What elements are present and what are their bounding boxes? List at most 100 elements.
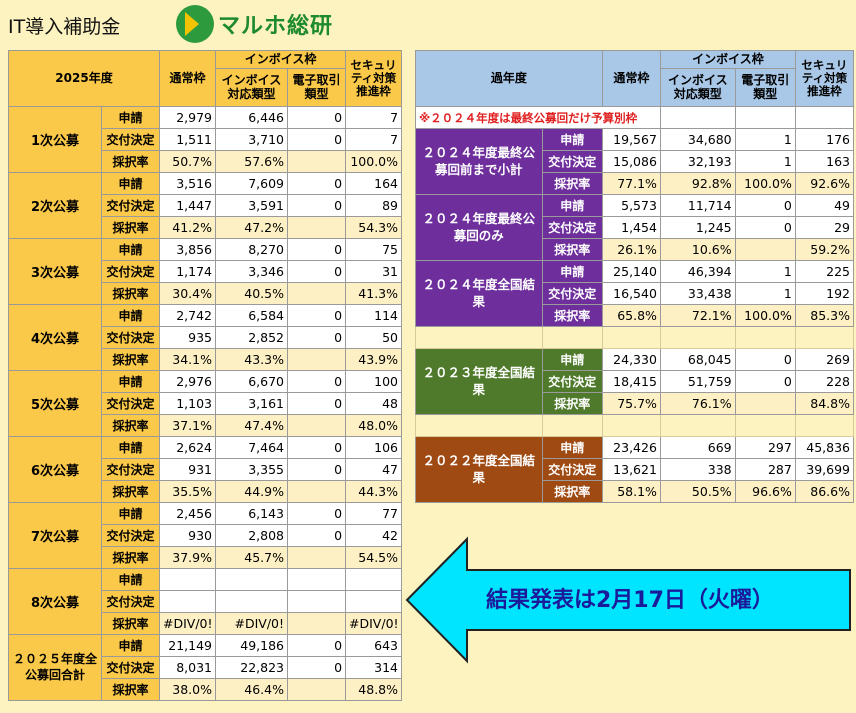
row-label-grant: 交付決定 [101,128,160,151]
table-row: 交付決定 1,103 3,161 0 48 [9,392,403,415]
cell-rate: 46.4% [215,678,288,701]
cell-apply: 11,714 [659,194,736,217]
cell-grant: 89 [345,194,403,217]
empty-cell [601,326,661,349]
cell-rate: 44.9% [215,480,288,503]
cell-apply [286,568,347,591]
table-row: 採択率 41.2% 47.2% 54.3% [9,216,403,239]
cell-apply: 2,979 [159,106,216,129]
table-row: 採択率 26.1% 10.6% 59.2% [416,238,855,261]
cell-grant: 33,438 [659,282,736,305]
table-row: 交付決定 1,511 3,710 0 7 [9,128,403,151]
cell-apply: 25,140 [601,260,661,283]
cell-rate [286,612,347,635]
empty-cell [794,326,855,349]
row-label-grant: 交付決定 [541,370,603,393]
cell-rate: 47.4% [215,414,288,437]
cell-grant: 31 [345,260,403,283]
cell-apply: 0 [286,304,347,327]
cell-grant: 29 [794,216,855,239]
cell-grant: 1,245 [659,216,736,239]
past-col-tsujo: 通常枠 [601,50,661,107]
cell-rate: 45.7% [215,546,288,569]
cell-rate: 84.8% [794,392,855,415]
row-label-rate: 採択率 [541,238,603,261]
cell-rate: 86.6% [794,480,855,503]
cell-grant [286,590,347,613]
table-row: 交付決定 13,621 338 287 39,699 [416,458,855,481]
table-row: 採択率 30.4% 40.5% 41.3% [9,282,403,305]
empty-cell [415,414,543,437]
table-row: 6次公募 申請 2,624 7,464 0 106 [8,436,403,503]
cell-apply: 0 [286,106,347,129]
cell-grant [345,590,403,613]
cell-apply: 2,456 [159,502,216,525]
cell-rate: 76.1% [659,392,736,415]
cell-rate: 65.8% [601,304,661,327]
empty-cell [601,414,661,437]
cell-grant: 0 [286,128,347,151]
cell-rate [286,546,347,569]
cell-rate: 92.8% [659,172,736,195]
cell-grant: 15,086 [601,150,661,173]
cell-grant: 7 [345,128,403,151]
cell-apply: 176 [794,128,855,151]
cell-apply [345,568,403,591]
right-body: ※２０２４年度は最終公募回だけ予算別枠 ２０２４年度最終公募回前まで小計 申請 19,… [415,106,855,503]
round-name: 7次公募 [8,502,102,569]
cell-grant: 8,031 [159,656,216,679]
round-name: 4次公募 [8,304,102,371]
cell-rate: 40.5% [215,282,288,305]
row-label-apply: 申請 [101,568,160,591]
cell-grant: 13,621 [601,458,661,481]
row-label-rate: 採択率 [101,348,160,371]
cell-rate: 92.6% [794,172,855,195]
table-row: 交付決定 18,415 51,759 0 228 [416,370,855,393]
row-label-grant: 交付決定 [101,590,160,613]
cell-rate [286,282,347,305]
cell-grant: 0 [286,392,347,415]
table-2025: 2025年度 通常枠 インボイス枠 セキュリティ対策推進枠 インボイス対応類型 … [8,50,403,701]
table-row: 7次公募 申請 2,456 6,143 0 77 [8,502,403,569]
blank-cell [794,106,855,129]
cell-grant: 47 [345,458,403,481]
table-row: 採択率 #DIV/0! #DIV/0! #DIV/0! [9,612,403,635]
cell-apply: 297 [734,436,796,459]
cell-grant: 51,759 [659,370,736,393]
cell-apply: 19,567 [601,128,661,151]
cell-rate: 47.2% [215,216,288,239]
round-name: 1次公募 [8,106,102,173]
cell-apply: 34,680 [659,128,736,151]
cell-apply: 6,584 [215,304,288,327]
cell-rate: 41.2% [159,216,216,239]
cell-apply: 114 [345,304,403,327]
cell-apply: 45,836 [794,436,855,459]
empty-cell [541,326,603,349]
cell-apply: 3,856 [159,238,216,261]
cell-grant: 1 [734,282,796,305]
row-label-rate: 採択率 [101,480,160,503]
cell-grant: 39,699 [794,458,855,481]
cell-apply: 100 [345,370,403,393]
cell-grant: 3,591 [215,194,288,217]
cell-apply: 164 [345,172,403,195]
cell-apply: 24,330 [601,348,661,371]
past-col-invoice: インボイス対応類型 [659,68,736,107]
table-row: 採択率 65.8% 72.1% 100.0% 85.3% [416,304,855,327]
row-label-grant: 交付決定 [541,282,603,305]
cell-grant: 1,511 [159,128,216,151]
row-label-apply: 申請 [101,172,160,195]
table-row: 8次公募 申請 [8,568,403,635]
empty-cell [659,326,736,349]
cell-grant: 32,193 [659,150,736,173]
cell-rate: 50.5% [659,480,736,503]
table-row: 交付決定 15,086 32,193 1 163 [416,150,855,173]
cell-apply: 5,573 [601,194,661,217]
logo: マルホ総研 [176,4,333,44]
cell-rate: #DIV/0! [345,612,403,635]
row-label-apply: 申請 [101,370,160,393]
cell-apply: 2,742 [159,304,216,327]
cell-grant: 18,415 [601,370,661,393]
cell-rate: 100.0% [734,304,796,327]
cell-grant: 1,447 [159,194,216,217]
